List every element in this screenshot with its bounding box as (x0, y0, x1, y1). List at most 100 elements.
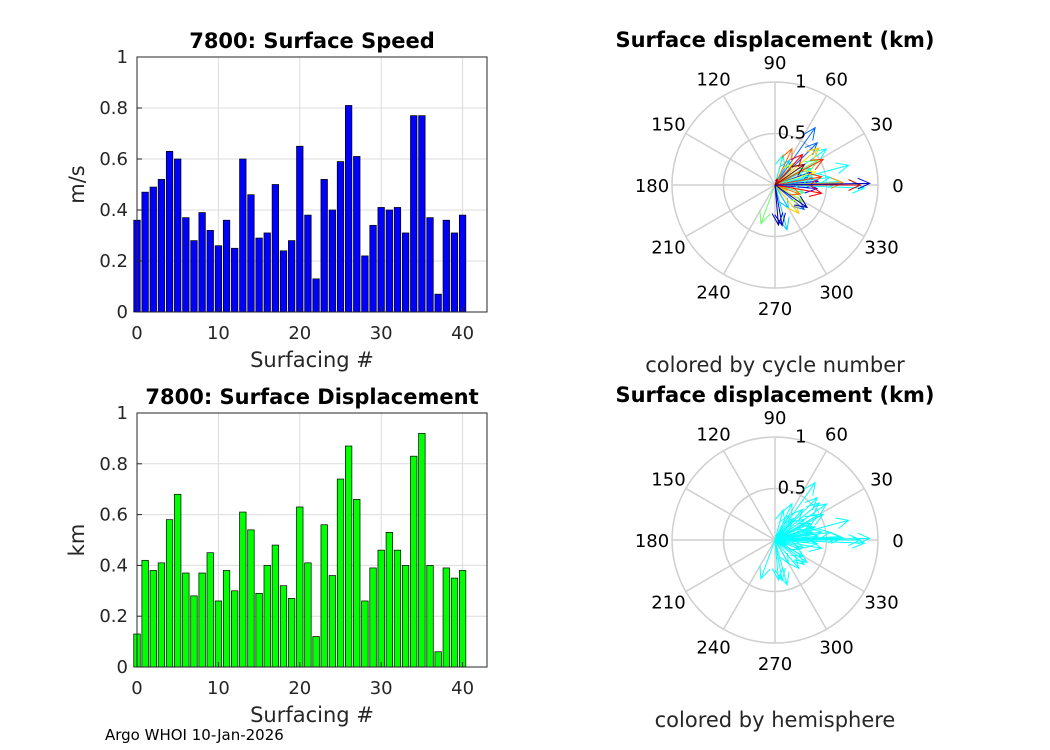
polar-displacement-by-cycle: 0 30 60 90 120 150 180 210 240 270 300 330 0.5 1 Surfa… (615, 28, 934, 377)
displacement-arrow (774, 178, 778, 186)
polar-spoke (685, 539, 776, 593)
displacement-arrow (774, 502, 793, 541)
theta-tick-label: 150 (651, 115, 685, 136)
theta-tick-label: 300 (819, 283, 853, 304)
bar (239, 158, 247, 313)
bar (328, 575, 336, 668)
polar-spoke (685, 184, 776, 238)
displacement-arrow (771, 184, 784, 227)
bar (458, 214, 467, 313)
bar (165, 151, 174, 313)
theta-tick-label: 90 (764, 408, 787, 429)
displacement-arrow (774, 517, 850, 541)
displacement-arrow (774, 532, 871, 545)
polar-spoke (722, 450, 776, 541)
displacement-arrow (774, 528, 823, 541)
polar-spoke (722, 95, 776, 186)
bar (149, 570, 157, 668)
displacement-arrow (759, 184, 776, 225)
theta-tick-label: 150 (651, 470, 685, 491)
bar (426, 565, 434, 668)
theta-tick-label: 240 (696, 283, 730, 304)
displacement-arrow (774, 158, 825, 186)
x-tick-label: 0 (131, 323, 142, 344)
bar (174, 493, 182, 668)
plot-area (137, 413, 487, 667)
bar (312, 636, 320, 668)
radial-tick-label: 0.5 (778, 477, 807, 498)
bar (353, 156, 361, 313)
radial-tick-label: 1 (795, 72, 806, 93)
polar-spoke (722, 539, 776, 630)
bar (401, 232, 410, 313)
bar (320, 179, 328, 313)
bar (190, 595, 198, 668)
bar (336, 478, 345, 668)
bar (393, 549, 402, 668)
bar (450, 577, 459, 668)
bar (296, 145, 304, 313)
bar (312, 278, 320, 313)
displacement-arrow (774, 153, 804, 186)
bar (410, 455, 418, 668)
bar (361, 600, 369, 668)
polar-subtitle: colored by hemisphere (655, 708, 896, 732)
bar (279, 250, 288, 313)
bar (377, 549, 385, 668)
bar (206, 230, 214, 313)
bar (304, 562, 312, 668)
y-tick-label: 0 (117, 657, 128, 678)
theta-tick-label: 330 (864, 593, 898, 614)
bar (288, 598, 296, 668)
bar (296, 506, 304, 668)
bar (393, 207, 402, 313)
axes-box (136, 56, 488, 313)
displacement-arrow (774, 513, 825, 541)
theta-tick-label: 120 (696, 424, 730, 445)
y-tick-label: 0.6 (99, 505, 128, 526)
y-tick-label: 0.6 (99, 149, 128, 170)
bar (271, 184, 279, 313)
bar (157, 562, 166, 668)
bar (182, 572, 190, 668)
y-tick-label: 1 (117, 403, 128, 424)
displacement-arrow (774, 536, 866, 549)
theta-tick-label: 300 (819, 638, 853, 659)
x-tick-label: 10 (207, 678, 230, 699)
bar (328, 209, 336, 313)
bar (434, 651, 442, 668)
displacement-arrow (774, 184, 823, 197)
bar (190, 240, 198, 313)
polar-title: Surface displacement (km) (615, 383, 934, 407)
plot-area (137, 57, 487, 312)
bar (353, 499, 361, 668)
bar (182, 217, 190, 313)
theta-tick-label: 210 (651, 238, 685, 259)
bar (263, 232, 271, 313)
displacement-arrow (774, 518, 806, 541)
x-axis-label: Surfacing # (250, 348, 374, 372)
polar-spoke (685, 132, 776, 186)
axes-box (136, 412, 488, 668)
theta-tick-label: 120 (696, 69, 730, 90)
radial-tick-label: 1 (795, 427, 806, 448)
bar (141, 191, 149, 313)
polar-spoke (722, 184, 776, 275)
displacement-arrow (774, 184, 809, 209)
chart-title: 7800: Surface Displacement (145, 385, 478, 409)
polar-title: Surface displacement (km) (615, 28, 934, 52)
bar (214, 600, 223, 668)
displacement-arrow (774, 163, 806, 186)
y-tick-label: 0.4 (99, 555, 128, 576)
bar (222, 570, 231, 668)
x-axis-label: Surfacing # (250, 703, 374, 727)
theta-tick-label: 330 (864, 238, 898, 259)
theta-tick-label: 180 (635, 531, 669, 552)
bar (450, 232, 459, 313)
displacement-arrow (774, 539, 802, 551)
bar (279, 585, 288, 668)
bar (320, 524, 328, 668)
theta-tick-label: 90 (764, 53, 787, 74)
x-tick-label: 40 (451, 678, 474, 699)
